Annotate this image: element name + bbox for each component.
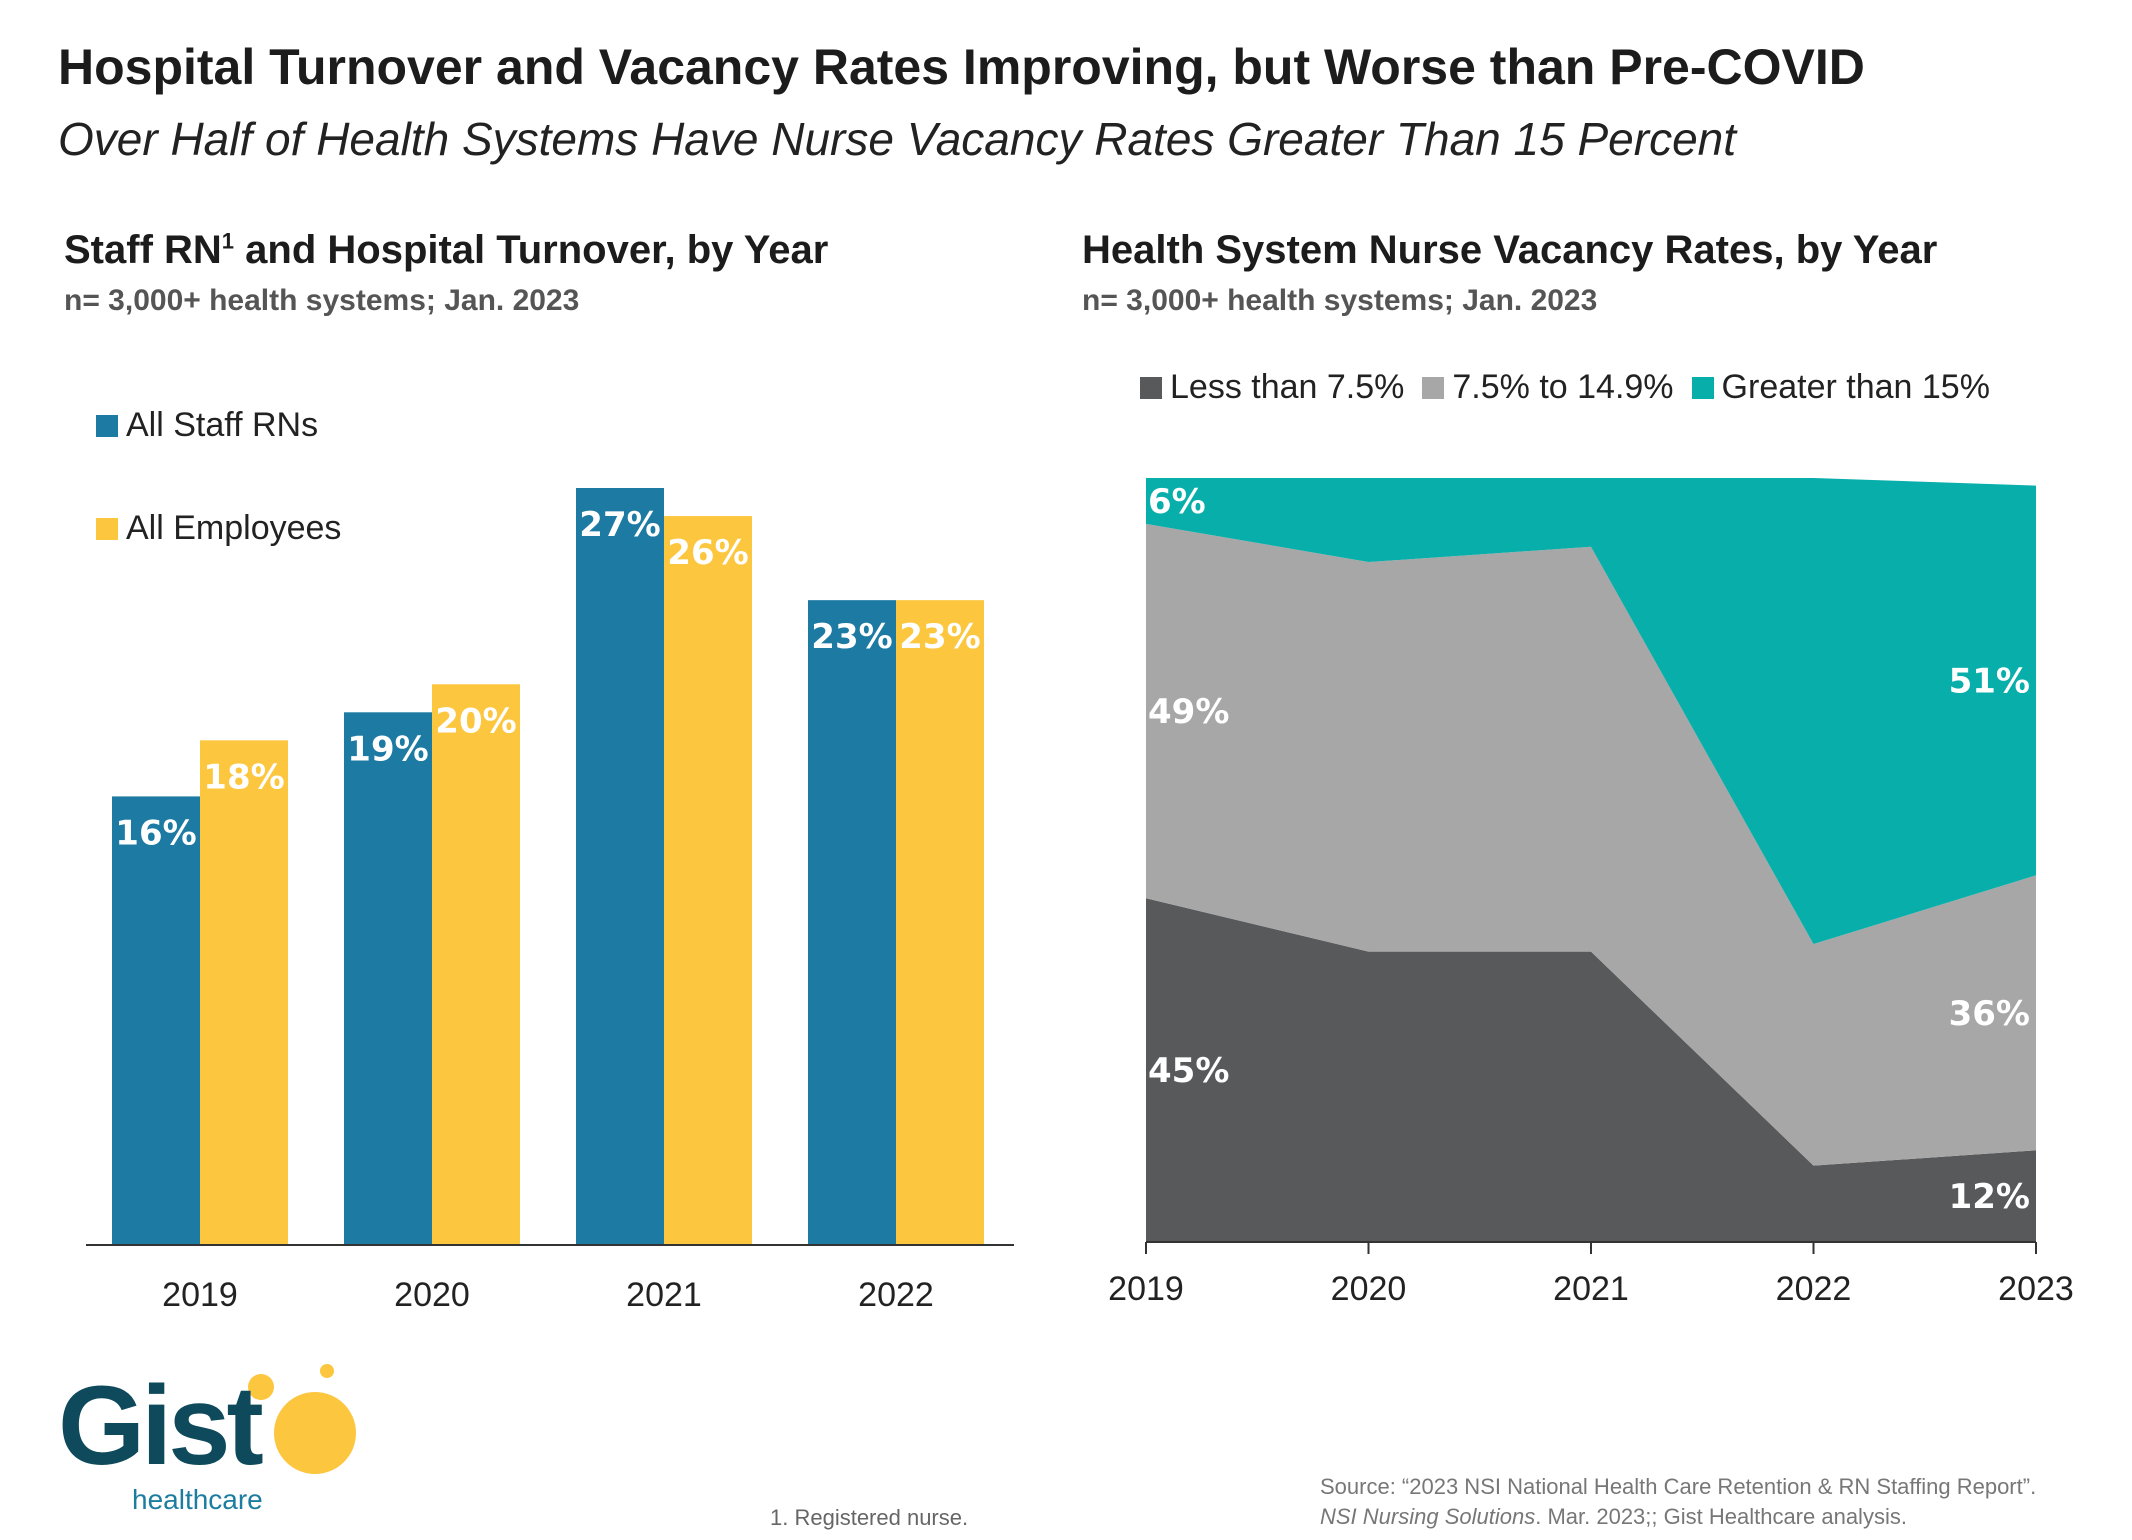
area-label-2019-greater-than-15: 6% (1148, 482, 1206, 522)
logo-tagline: healthcare (132, 1484, 263, 1515)
bar-chart-title-main: Staff RN (64, 228, 222, 272)
x-tick-2019: 2019 (1108, 1270, 1184, 1308)
x-tick-2022: 2022 (858, 1276, 934, 1314)
area-label-2023-less-than-7-5: 12% (1949, 1177, 2030, 1217)
area-less-than-7-5 (1146, 898, 2036, 1242)
area-chart-title: Health System Nurse Vacancy Rates, by Ye… (1082, 228, 1938, 272)
legend-label-rn: All Staff RNs (126, 406, 319, 444)
footnote-marker: 1 (221, 228, 235, 254)
bar-label-employees-2019: 18% (203, 757, 284, 797)
source-line-2-rest: . Mar. 2023;; Gist Healthcare analysis. (1535, 1504, 1907, 1529)
footnote: 1. Registered nurse. (770, 1505, 969, 1530)
bar-label-rn-2020: 19% (347, 729, 428, 769)
bar-chart-legend: All Staff RNs All Employees (96, 406, 341, 548)
area-label-2019-less-than-7-5: 45% (1148, 1051, 1229, 1091)
legend-label-less: Less than 7.5% (1170, 368, 1405, 406)
area-greater-than-15 (1146, 478, 2036, 945)
bar-label-employees-2021: 26% (667, 533, 748, 573)
bar-chart-title-rest: and Hospital Turnover, by Year (234, 228, 829, 272)
page-subtitle: Over Half of Health Systems Have Nurse V… (58, 113, 1737, 165)
page-title: Hospital Turnover and Vacancy Rates Impr… (58, 39, 1865, 95)
area-chart-legend: Less than 7.5% 7.5% to 14.9% Greater tha… (1140, 368, 1990, 407)
logo-dot-small (248, 1374, 274, 1400)
legend-swatch-mid (1422, 376, 1445, 399)
x-tick-2023: 2023 (1998, 1270, 2074, 1308)
bar-employees-2019 (200, 740, 288, 1245)
area-label-2019-7-5-to-14-9: 49% (1148, 692, 1229, 732)
bar-rn-2020 (344, 712, 432, 1245)
x-tick-2022: 2022 (1776, 1270, 1852, 1308)
bar-label-rn-2019: 16% (115, 813, 196, 853)
x-tick-2019: 2019 (162, 1276, 238, 1314)
bar-label-employees-2022: 23% (899, 617, 980, 657)
bar-label-rn-2022: 23% (811, 617, 892, 657)
bar-employees-2022 (896, 600, 984, 1245)
x-tick-2021: 2021 (626, 1276, 702, 1314)
legend-item-employees: All Employees (96, 509, 341, 548)
logo-dot-large (274, 1392, 356, 1474)
legend-swatch-employees (96, 517, 118, 540)
bar-chart-sample: n= 3,000+ health systems; Jan. 2023 (64, 284, 580, 317)
bar-rn-2022 (808, 600, 896, 1245)
area-label-2023-greater-than-15: 51% (1949, 661, 2030, 701)
bar-chart-title: Staff RN1 and Hospital Turnover, by Year (64, 228, 828, 273)
legend-swatch-rn (96, 414, 118, 437)
x-tick-2021: 2021 (1553, 1270, 1629, 1308)
bar-employees-2021 (664, 516, 752, 1245)
area-chart-sample: n= 3,000+ health systems; Jan. 2023 (1082, 284, 1598, 317)
legend-swatch-less (1140, 376, 1162, 399)
legend-label-greater: Greater than 15% (1721, 368, 1990, 406)
bar-label-employees-2020: 20% (435, 701, 516, 741)
bar-rn-2021 (576, 488, 664, 1245)
source-publisher: NSI Nursing Solutions (1320, 1504, 1536, 1529)
source-note: Source: “2023 NSI National Health Care R… (1320, 1472, 2036, 1532)
gist-healthcare-logo: Gist healthcare (58, 1363, 356, 1530)
legend-swatch-greater (1691, 376, 1714, 399)
area-7-5-to-14-9 (1146, 523, 2036, 1166)
source-line-2: NSI Nursing Solutions. Mar. 2023;; Gist … (1320, 1502, 2036, 1532)
logo-dot-tiny (320, 1364, 334, 1378)
legend-item-rn: All Staff RNs (96, 406, 341, 445)
bar-label-rn-2021: 27% (579, 505, 660, 545)
source-line-1: Source: “2023 NSI National Health Care R… (1320, 1474, 2037, 1499)
area-label-2023-7-5-to-14-9: 36% (1949, 994, 2030, 1034)
x-tick-2020: 2020 (394, 1276, 470, 1314)
x-tick-2020: 2020 (1331, 1270, 1407, 1308)
legend-label-mid: 7.5% to 14.9% (1452, 368, 1674, 406)
legend-label-employees: All Employees (126, 509, 342, 547)
bar-employees-2020 (432, 684, 520, 1245)
bar-rn-2019 (112, 796, 200, 1245)
logo-wordmark: Gist (58, 1363, 264, 1488)
